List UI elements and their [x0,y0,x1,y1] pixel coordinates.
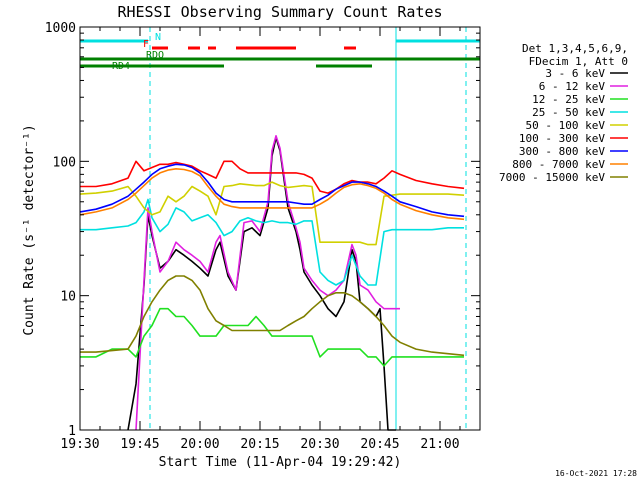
series-line-2 [135,135,400,431]
legend-label: 100 - 300 keV [519,132,605,145]
series-line-4 [80,198,464,286]
series-line-9 [80,275,465,357]
x-tick-label: 20:15 [240,437,279,452]
x-tick-label: 20:30 [300,437,339,452]
flag-bar-label: RDO [146,50,164,61]
flag-bar-label: F [143,39,149,50]
y-tick-label: 1 [68,424,76,439]
x-tick-label: 19:30 [60,437,99,452]
flag-bar-label: RD4 [112,61,130,72]
series-group [79,135,465,431]
x-axis-label: Start Time (11-Apr-04 19:29:42) [159,455,402,470]
legend-header: FDecim 1, Att 0 [529,55,628,68]
x-tick-label: 19:45 [120,437,159,452]
y-axis: 1 10 100 1000 [45,21,480,439]
legend-label: 300 - 800 keV [519,145,605,158]
flag-bar-label: N [155,32,161,43]
series-line-8 [79,168,465,221]
chart-title: RHESSI Observing Summary Count Rates [117,3,442,21]
y-tick-label: 10 [60,290,76,305]
legend-label: 12 - 25 keV [532,93,605,106]
x-tick-label: 20:00 [180,437,219,452]
legend-label: 3 - 6 keV [545,67,605,80]
y-tick-label: 100 [53,155,76,170]
y-axis-label: Count Rate (s⁻¹ detector⁻¹) [22,124,37,335]
legend-header: Det 1,3,4,5,6,9, [522,42,628,55]
legend-label: 6 - 12 keV [539,80,606,93]
footer-timestamp: 16-Oct-2021 17:28 [555,469,637,478]
x-tick-label: 21:00 [420,437,459,452]
x-tick-label: 20:45 [360,437,399,452]
legend-label: 50 - 100 keV [526,119,606,132]
legend-label: 800 - 7000 keV [512,158,605,171]
legend-label: 7000 - 15000 keV [499,171,605,184]
series-line-6 [80,160,465,194]
series-line-7 [79,163,465,218]
x-axis: 19:30 19:45 20:00 20:15 20:30 20:45 21:00 [60,27,481,452]
legend-label: 25 - 50 keV [532,106,605,119]
y-tick-label: 1000 [45,21,76,36]
legend: Det 1,3,4,5,6,9,FDecim 1, Att 03 - 6 keV… [499,42,628,184]
series-line-5 [79,181,465,246]
